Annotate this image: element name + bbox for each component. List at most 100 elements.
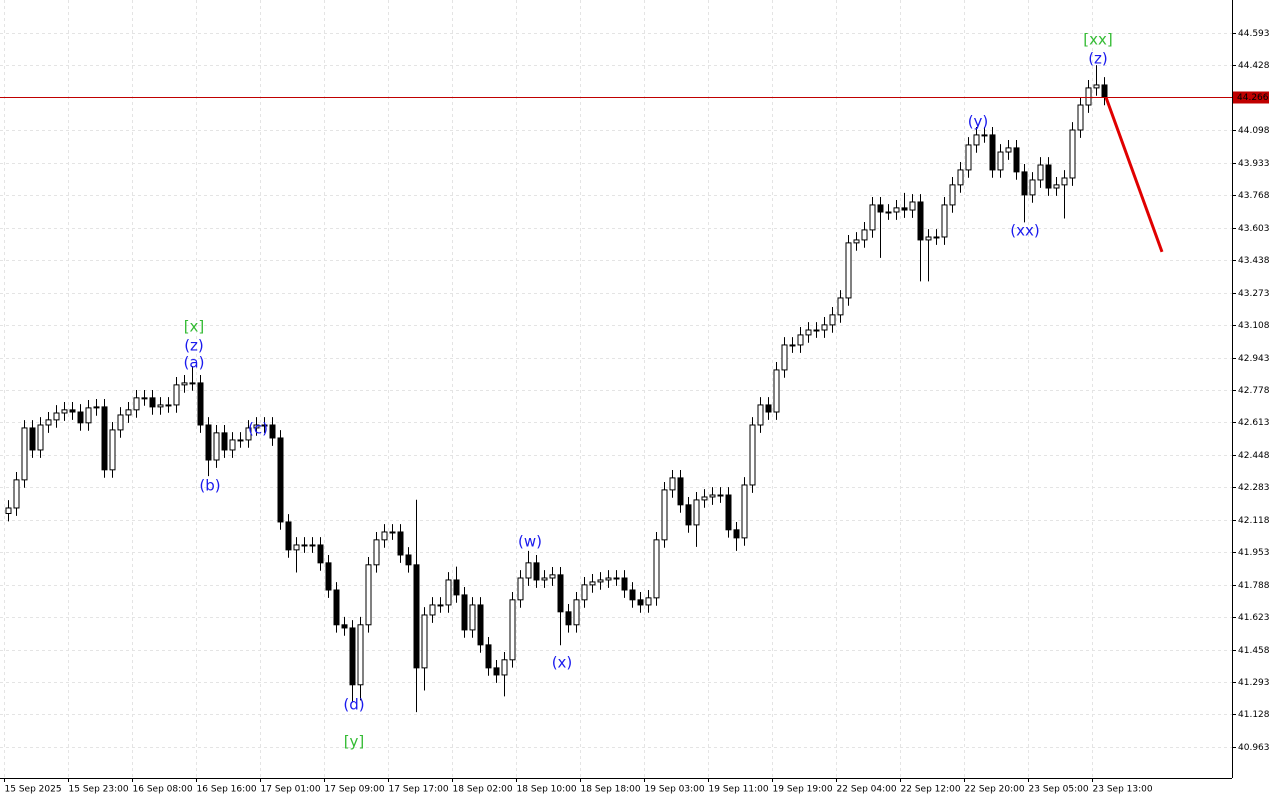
candle-body (549, 574, 556, 579)
candle-body (1037, 164, 1044, 181)
candle-body (421, 614, 428, 669)
candle-body (253, 424, 260, 429)
candle-body (541, 577, 548, 581)
candle-body (717, 494, 724, 497)
candle-body (133, 397, 140, 411)
candle-body (261, 424, 268, 427)
candle-body (941, 204, 948, 238)
candle-body (701, 496, 708, 501)
x-tick-label: 23 Sep 05:00 (1029, 785, 1089, 795)
wave-label: (xx) (1010, 222, 1039, 240)
candle-body (589, 581, 596, 586)
x-tick-label: 15 Sep 23:00 (69, 785, 129, 795)
candle-body (429, 604, 436, 616)
candle-body (637, 599, 644, 606)
candle-body (501, 659, 508, 676)
y-tick-label: 42.448 (1238, 451, 1270, 461)
y-tick-label: 44.428 (1238, 61, 1270, 71)
candle-body (613, 577, 620, 580)
x-tick-label: 22 Sep 12:00 (901, 785, 961, 795)
candle-body (773, 369, 780, 413)
candle-body (437, 604, 444, 607)
candle-body (21, 427, 28, 481)
candle-body (853, 239, 860, 244)
candle-body (389, 531, 396, 534)
candle-body (781, 344, 788, 371)
candle-body (957, 169, 964, 186)
candle-body (837, 297, 844, 316)
candle-body (453, 579, 460, 596)
wave-label: (b) (199, 477, 220, 495)
candle-body (909, 201, 916, 211)
y-tick-label: 43.768 (1238, 191, 1270, 201)
y-tick-label: 41.788 (1238, 581, 1270, 591)
y-tick-label: 44.098 (1238, 126, 1270, 136)
candle-body (205, 424, 212, 461)
candle-body (69, 409, 76, 413)
grid (0, 0, 1232, 778)
y-tick-label: 41.623 (1238, 613, 1270, 623)
candle-body (757, 404, 764, 426)
y-tick-label: 41.953 (1238, 548, 1270, 558)
x-tick-label: 19 Sep 19:00 (773, 785, 833, 795)
candle-body (189, 382, 196, 385)
x-tick-label: 17 Sep 09:00 (325, 785, 385, 795)
y-tick-label: 43.108 (1238, 321, 1270, 331)
wave-label: (z) (184, 337, 204, 355)
candle-body (221, 432, 228, 451)
wave-label: (a) (184, 354, 205, 372)
candle-body (341, 624, 348, 629)
y-tick-label: 42.118 (1238, 516, 1270, 526)
candle-body (797, 334, 804, 346)
candle-body (349, 627, 356, 686)
candle-body (181, 382, 188, 386)
candle-body (157, 404, 164, 408)
x-tick-label: 22 Sep 20:00 (965, 785, 1025, 795)
x-tick-label: 17 Sep 01:00 (261, 785, 321, 795)
candle-body (893, 207, 900, 213)
candle-body (677, 477, 684, 506)
y-tick-label: 41.293 (1238, 678, 1270, 688)
candle-body (1085, 87, 1092, 106)
candle-body (1061, 177, 1068, 186)
candle-body (397, 531, 404, 556)
candle-body (173, 384, 180, 406)
candle-body (557, 574, 564, 613)
candle-body (477, 604, 484, 646)
x-tick-label: 18 Sep 18:00 (581, 785, 641, 795)
candle-body (965, 144, 972, 171)
x-tick-label: 15 Sep 2025 (5, 785, 62, 795)
candle-body (981, 134, 988, 137)
candle-body (1069, 129, 1076, 179)
projection-line (1104, 96, 1164, 253)
candle-body (749, 424, 756, 486)
y-tick-label: 43.603 (1238, 224, 1270, 234)
candle-body (85, 407, 92, 424)
candle-body (653, 539, 660, 599)
candle-body (269, 424, 276, 439)
candle-body (517, 577, 524, 601)
candle-body (1029, 179, 1036, 196)
candle-body (741, 484, 748, 539)
candle-body (925, 236, 932, 241)
candle-body (885, 211, 892, 214)
candle-body (117, 414, 124, 431)
current-price-label: 44.266 (1237, 93, 1269, 103)
candle-body (109, 429, 116, 471)
y-tick-label: 44.593 (1238, 29, 1270, 39)
candle-body (365, 564, 372, 626)
candle-body (877, 204, 884, 213)
candle-body (789, 344, 796, 347)
candle-body (1013, 147, 1020, 173)
x-tick-label: 19 Sep 11:00 (709, 785, 769, 795)
candle-body (229, 439, 236, 451)
candle-body (973, 134, 980, 146)
candle-body (53, 412, 60, 421)
candle-body (485, 644, 492, 669)
candle-body (461, 594, 468, 631)
candle-body (77, 411, 84, 424)
candle-body (317, 544, 324, 564)
